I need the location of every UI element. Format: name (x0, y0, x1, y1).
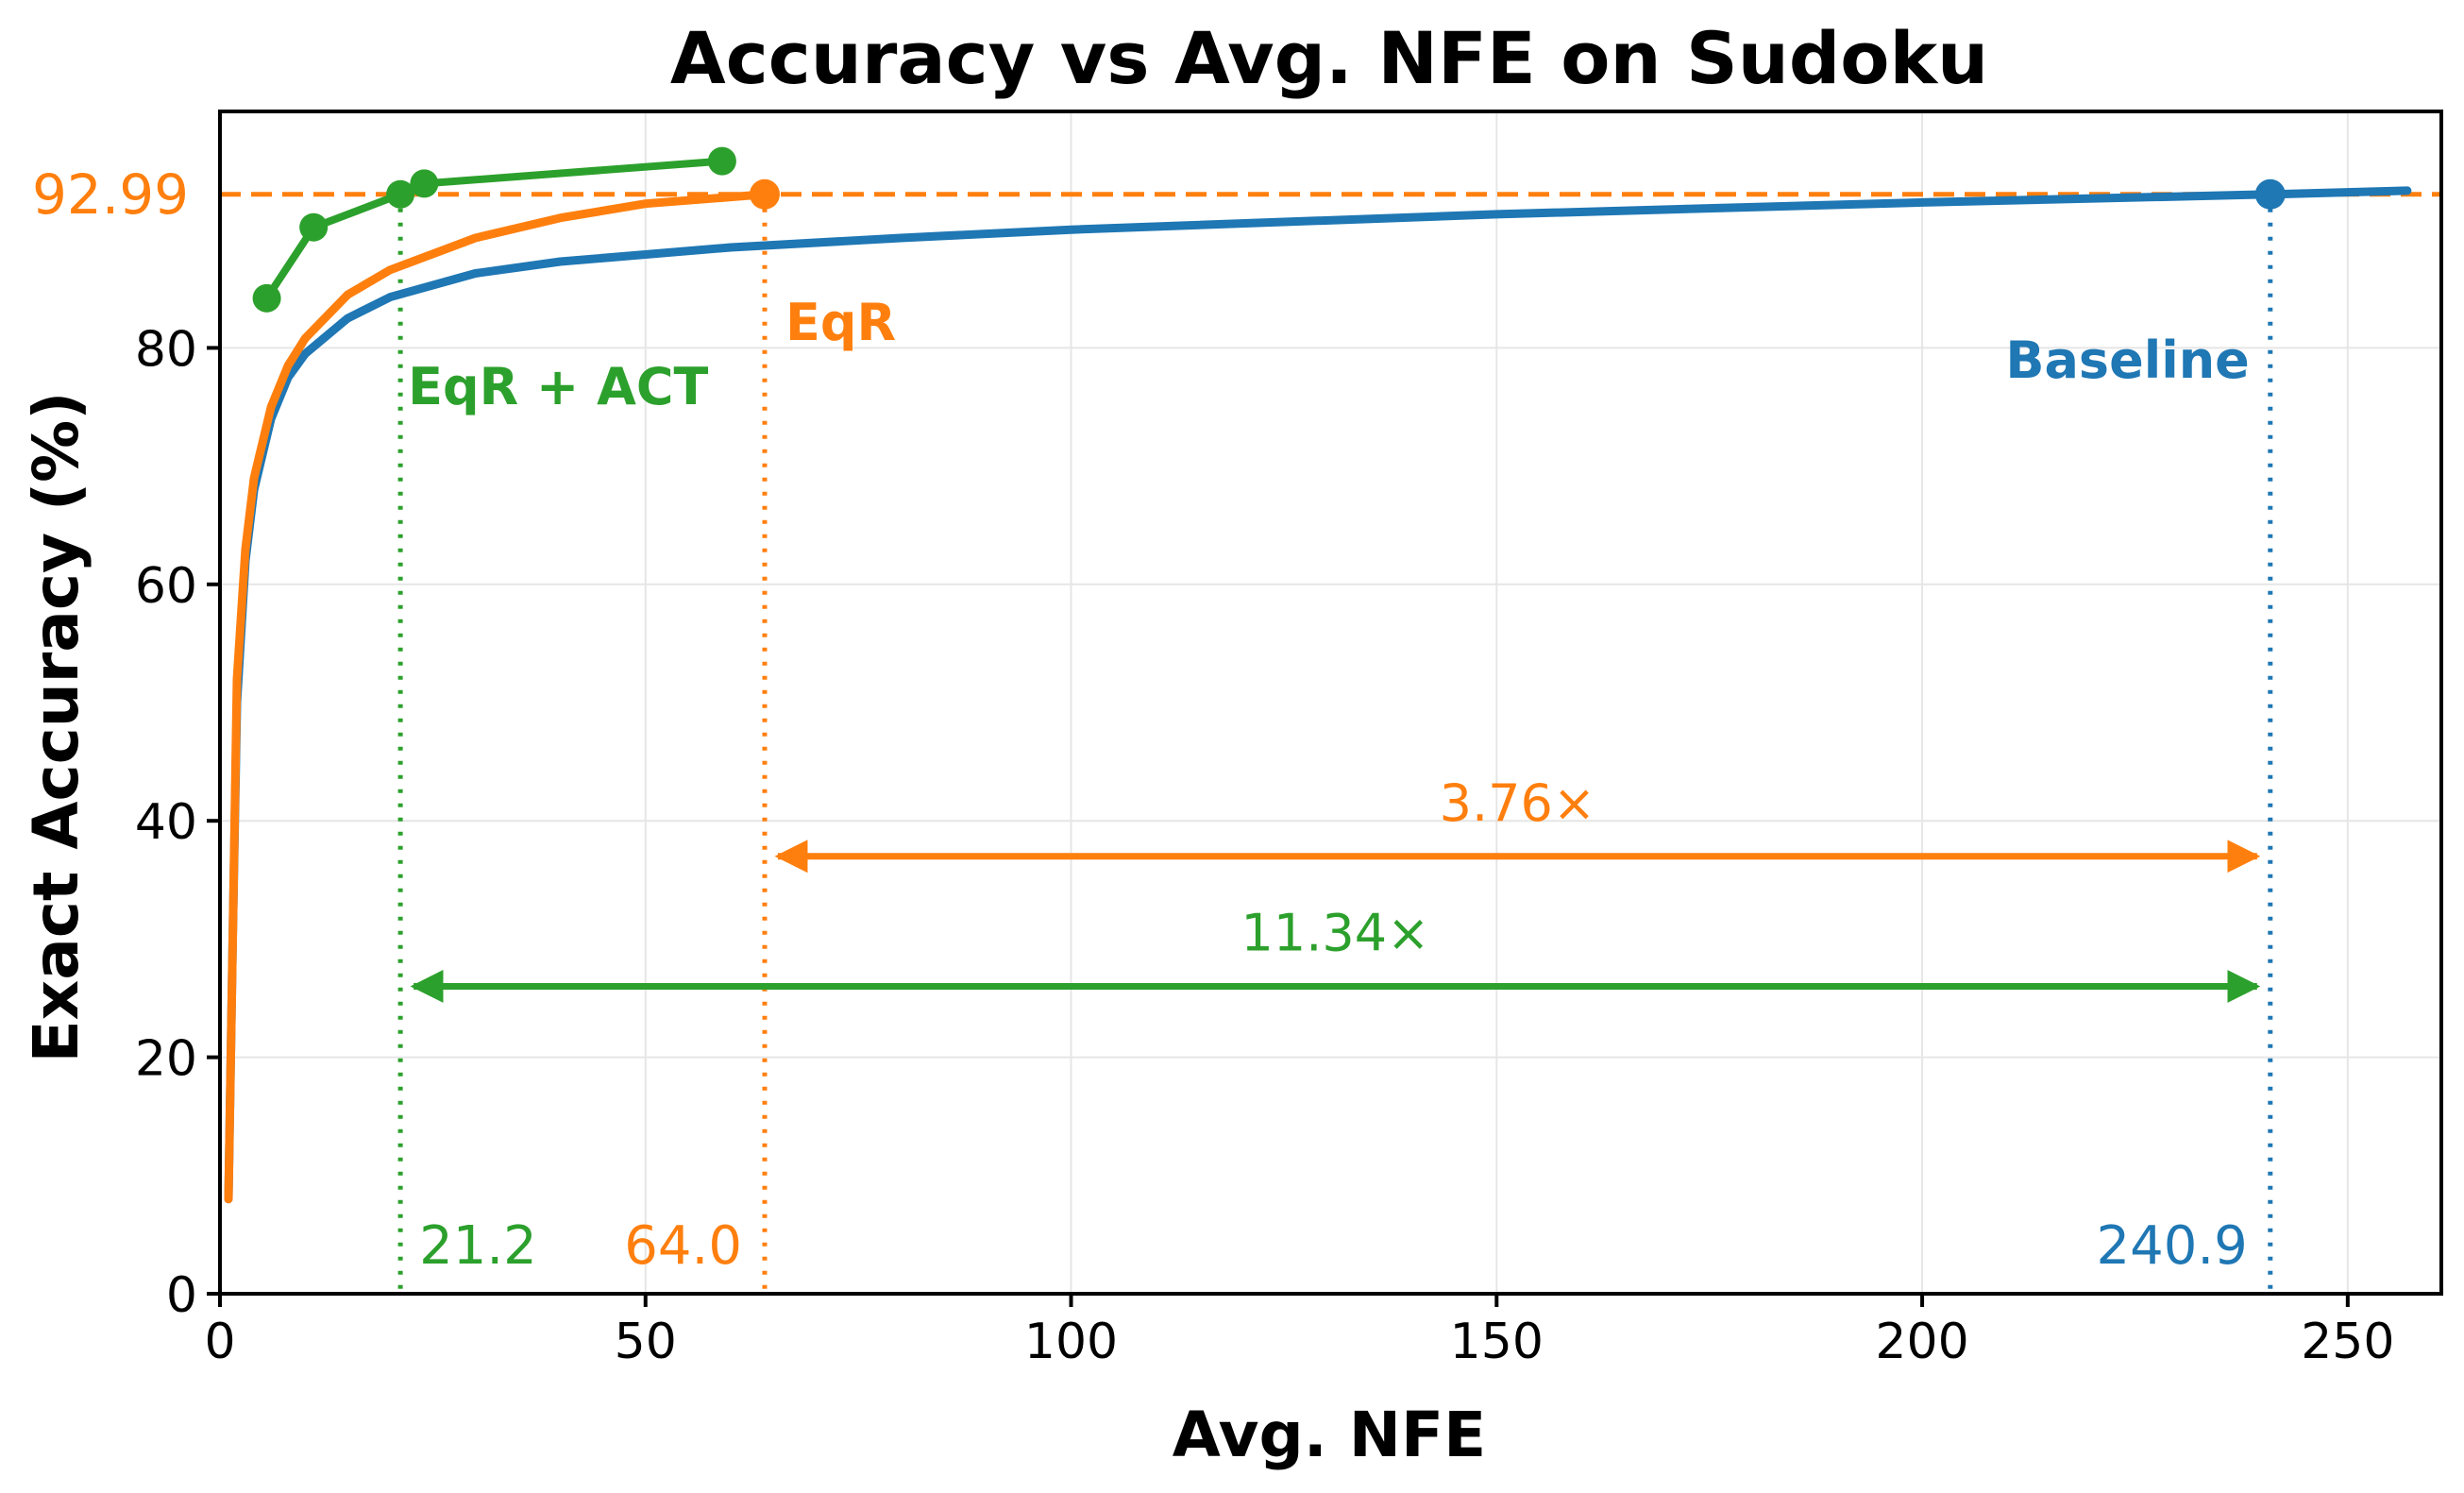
nfe-label-eqr: 64.0 (624, 1215, 742, 1277)
axes: 0 50 100 150 200 250 0 20 40 60 80 (135, 110, 2443, 1370)
y-tick-label: 20 (135, 1031, 197, 1088)
data-point-act (299, 212, 329, 242)
data-point-act (386, 179, 415, 209)
y-tick-label: 80 (135, 321, 197, 378)
nfe-label-act: 21.2 (419, 1215, 537, 1277)
series-line-eqr (224, 190, 769, 1204)
data-point-act (410, 169, 439, 198)
x-tick-label: 50 (615, 1314, 677, 1370)
endpoint-eqr (749, 178, 780, 210)
x-tick-label: 200 (1875, 1314, 1968, 1370)
series-label-eqr: EqR (785, 293, 896, 352)
y-tick-label: 40 (135, 794, 197, 851)
nfe-label-baseline: 240.9 (2096, 1215, 2247, 1277)
ratio-label-eqr: 3.76× (1440, 773, 1595, 833)
plot-marks: 3.76× 11.34× EqR EqR + ACT Baseline 21.2 64.0 2… (32, 146, 2441, 1294)
x-axis-label: Avg. NFE (1173, 1399, 1486, 1471)
data-point-act (252, 283, 281, 313)
plot-frame (218, 110, 2443, 1296)
x-tick-label: 0 (204, 1314, 235, 1370)
ratio-label-act: 11.34× (1241, 903, 1430, 962)
series-label-act: EqR + ACT (408, 357, 708, 416)
x-tick-label: 250 (2301, 1314, 2394, 1370)
chart-title: Accuracy vs Avg. NFE on Sudoku (670, 16, 1988, 100)
x-tick-label: 150 (1450, 1314, 1544, 1370)
y-tick-label: 60 (135, 558, 197, 615)
x-tick-label: 100 (1024, 1314, 1118, 1370)
data-point-act (707, 146, 736, 176)
reference-value-label: 92.99 (32, 162, 189, 227)
series-label-baseline: Baseline (2005, 331, 2249, 390)
grid (219, 111, 2441, 1295)
y-axis-label: Exact Accuracy (%) (20, 392, 93, 1063)
endpoint-baseline (2254, 178, 2286, 210)
y-tick-label: 0 (166, 1267, 197, 1324)
